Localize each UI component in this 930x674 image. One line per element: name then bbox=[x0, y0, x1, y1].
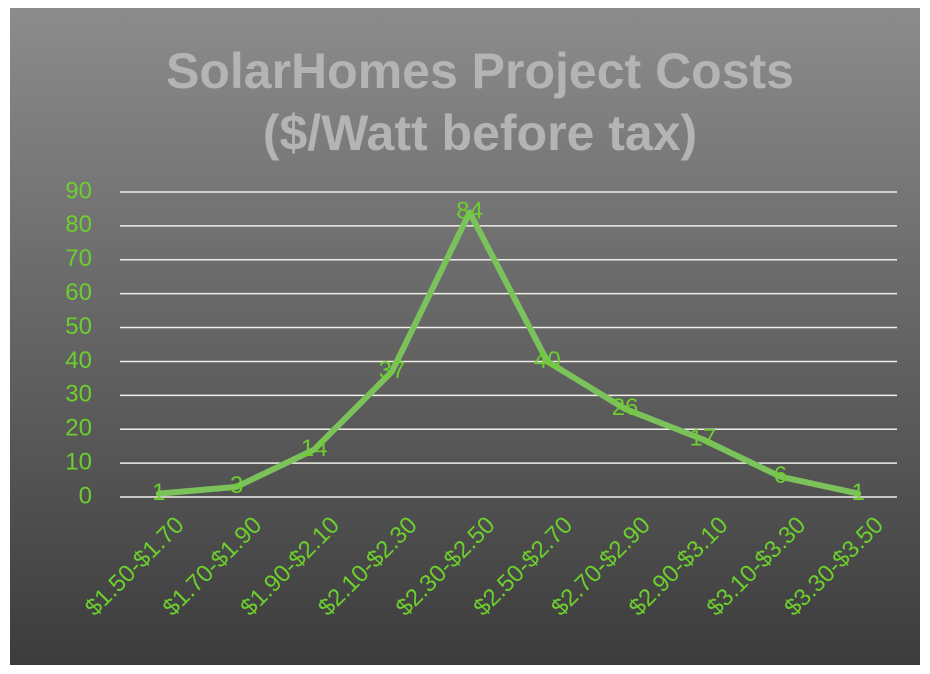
chart-background bbox=[10, 8, 920, 665]
data-label: 37 bbox=[379, 357, 406, 384]
y-tick-label: 70 bbox=[65, 245, 92, 272]
y-tick-label: 10 bbox=[65, 448, 92, 475]
y-tick-label: 60 bbox=[65, 279, 92, 306]
data-label: 40 bbox=[534, 347, 561, 374]
y-tick-label: 80 bbox=[65, 211, 92, 238]
y-tick-label: 50 bbox=[65, 313, 92, 340]
data-label: 3 bbox=[230, 472, 243, 499]
data-label: 84 bbox=[456, 198, 483, 225]
y-tick-label: 0 bbox=[79, 482, 92, 509]
data-label: 1 bbox=[851, 479, 864, 506]
data-label: 26 bbox=[612, 394, 639, 421]
y-tick-label: 30 bbox=[65, 381, 92, 408]
y-tick-label: 90 bbox=[65, 177, 92, 204]
data-label: 1 bbox=[152, 479, 165, 506]
line bbox=[155, 209, 862, 497]
data-label: 6 bbox=[774, 462, 787, 489]
y-tick-label: 40 bbox=[65, 347, 92, 374]
chart-title: SolarHomes Project Costs ($/Watt before … bbox=[166, 43, 794, 161]
y-tick-label: 20 bbox=[65, 415, 92, 442]
data-label: 17 bbox=[689, 425, 716, 452]
data-label: 14 bbox=[301, 435, 328, 462]
